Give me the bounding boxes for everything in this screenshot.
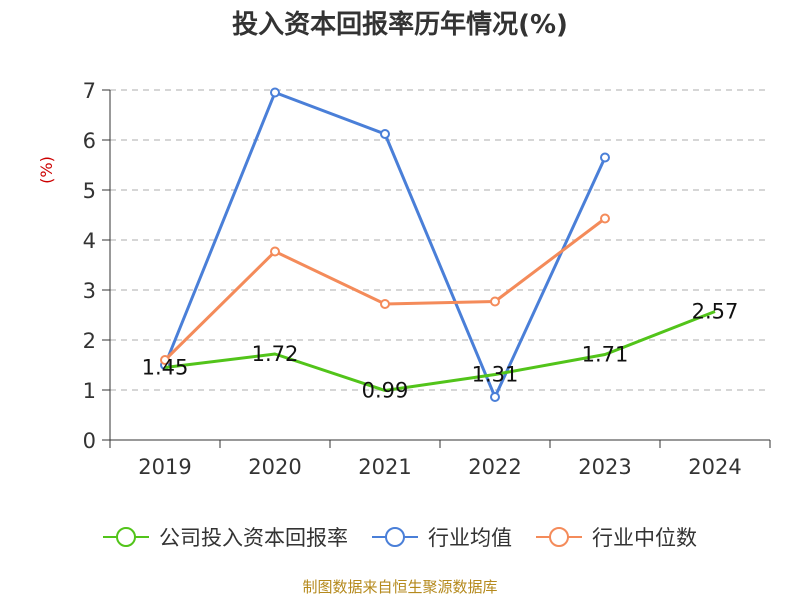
legend-marker (116, 527, 136, 547)
data-point (490, 296, 500, 307)
series-lines (160, 87, 716, 402)
series-line (164, 310, 716, 392)
data-point (600, 213, 610, 224)
y-tick-label: 4 (83, 229, 96, 253)
x-tick-label: 2022 (468, 455, 521, 479)
data-label: 2.57 (692, 300, 739, 324)
x-tick-label: 2020 (248, 455, 301, 479)
legend-item[interactable]: 行业中位数 (536, 522, 697, 552)
legend-marker (549, 527, 569, 547)
y-tick-label: 7 (83, 79, 96, 103)
legend: 公司投入资本回报率 行业均值 行业中位数 (0, 522, 800, 552)
x-tick-label: 2023 (578, 455, 631, 479)
data-point (380, 129, 390, 139)
data-label: 1.72 (252, 342, 299, 366)
source-note: 制图数据来自恒生聚源数据库 (302, 578, 498, 596)
data-point (160, 355, 170, 365)
y-axis-label: (%) (37, 156, 56, 184)
y-tick-label: 6 (83, 129, 96, 153)
x-tick-label: 2021 (358, 455, 411, 479)
x-tick-label: 2019 (138, 455, 191, 479)
data-point (600, 152, 610, 163)
x-tick-label: 2024 (688, 455, 741, 479)
data-label: 1.45 (142, 356, 189, 380)
chart-title: 投入资本回报率历年情况(%) (232, 10, 568, 40)
data-point (490, 392, 500, 402)
data-label: 1.31 (472, 363, 519, 387)
legend-label: 行业均值 (428, 526, 512, 550)
legend-swatch (536, 527, 582, 547)
legend-label: 公司投入资本回报率 (159, 526, 348, 550)
gridlines (110, 89, 770, 391)
data-label: 0.99 (362, 379, 409, 403)
y-tick-label: 5 (83, 179, 96, 203)
data-point (270, 246, 280, 257)
data-labels: 1.45 1.72 0.99 1.31 1.71 2.57 (142, 300, 739, 403)
legend-swatch (372, 527, 418, 547)
y-tick-label: 1 (83, 379, 96, 403)
legend-item[interactable]: 行业均值 (372, 522, 512, 552)
data-label: 1.71 (582, 343, 629, 367)
y-tick-label: 3 (83, 279, 96, 303)
legend-marker (385, 527, 405, 547)
y-tick-label: 0 (83, 429, 96, 453)
y-tick-label: 2 (83, 329, 96, 353)
legend-item[interactable]: 公司投入资本回报率 (103, 522, 348, 552)
legend-label: 行业中位数 (592, 526, 697, 550)
data-point (270, 87, 280, 98)
legend-swatch (103, 527, 149, 547)
data-point (380, 299, 390, 309)
axes: 0 1 2 3 4 5 6 7 2019 2020 2021 2022 2023 2024 (%) (37, 79, 771, 479)
